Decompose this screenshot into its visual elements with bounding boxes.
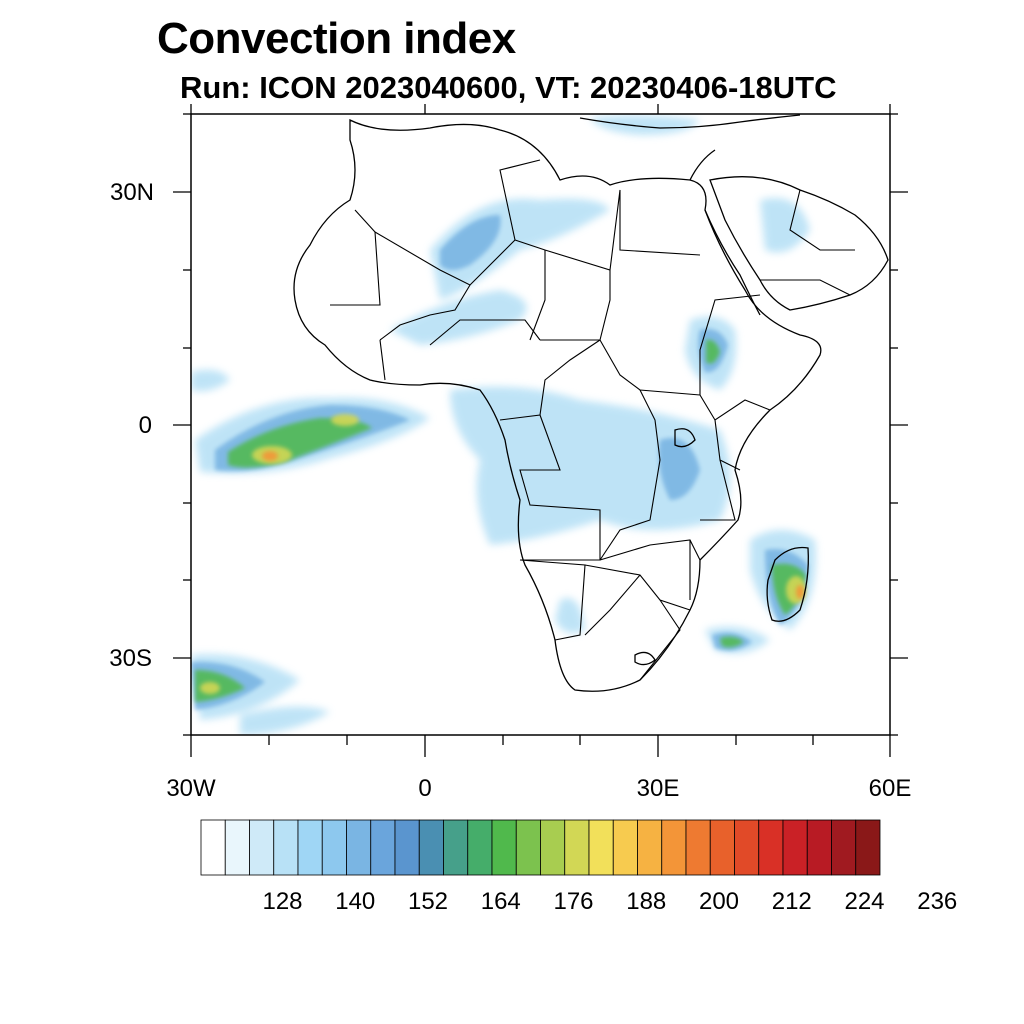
x-tick-label-60e: 60E [868,775,912,802]
chart-title: Convection index [157,14,516,63]
colorbar-label: 128 [262,888,303,915]
x-tick-label-30e: 30E [636,775,680,802]
y-tick-label-30s: 30S [109,645,152,672]
colorbar-swatch [297,819,323,876]
x-tick-label-0: 0 [418,775,432,802]
colorbar-label: 224 [844,888,885,915]
colorbar-swatch [321,819,347,876]
hot-madagascar-orange [796,585,804,599]
field-south-indian-green [720,636,744,648]
colorbar-swatch [758,819,784,876]
field-north-west [191,369,230,392]
colorbar-label: 140 [335,888,376,915]
arabia-coastline [709,176,889,311]
chart-subtitle: Run: ICON 2023040600, VT: 20230406-18UTC [180,70,837,105]
colorbar-swatch [709,819,735,876]
y-tick-label-30n: 30N [109,179,154,206]
colorbar-swatch [200,819,226,876]
colorbar-swatch [734,819,760,876]
colorbar-swatch [491,819,517,876]
lake-victoria [674,428,696,448]
lesotho [634,651,656,666]
colorbar-swatch [588,819,614,876]
hot-south-atlantic-yellow [200,682,220,694]
red-sea [704,209,761,316]
colorbar-label: 188 [626,888,667,915]
colorbar-swatch [782,819,808,876]
colorbar-label: 236 [917,888,958,915]
colorbar [200,819,881,876]
field-south-atlantic-green [195,670,245,702]
colorbar-swatch [806,819,832,876]
colorbar-swatch [685,819,711,876]
colorbar-label: 200 [698,888,740,915]
colorbar-label: 164 [480,888,521,915]
hot-atlantic-orange [262,451,278,461]
convection-field [191,115,816,735]
madagascar-coastline [766,546,809,622]
field-east-africa-core [658,438,700,500]
hot-atlantic-yellow-2 [331,414,359,426]
colorbar-swatch [346,819,372,876]
colorbar-swatch [540,819,566,876]
colorbar-swatch [418,819,444,876]
colorbar-swatch [612,819,638,876]
colorbar-swatch [831,819,857,876]
axis-ticks [173,104,908,757]
field-far-south [240,706,330,735]
colorbar-label: 212 [771,888,812,915]
field-namibia [555,598,585,634]
colorbar-swatch [224,819,250,876]
sinai [689,149,716,181]
europe-coast [579,114,801,129]
colorbar-swatch [370,819,396,876]
colorbar-swatch [467,819,493,876]
colorbar-swatch [249,819,275,876]
colorbar-swatch [394,819,420,876]
field-ethiopia-green [706,339,720,364]
africa-coastline [293,118,822,692]
colorbar-swatch [515,819,541,876]
colorbar-label: 152 [407,888,449,915]
colorbar-swatch [855,819,881,876]
colorbar-label: 176 [553,888,594,915]
x-tick-label-30w: 30W [166,775,216,802]
country-borders [330,159,855,681]
colorbar-swatch [661,819,687,876]
field-mediterranean [590,115,700,135]
y-tick-label-0: 0 [138,412,152,439]
field-sahel [390,290,527,345]
field-sahara-core [440,215,501,270]
field-arabia [760,198,810,253]
colorbar-swatch [443,819,469,876]
colorbar-swatch [564,819,590,876]
colorbar-swatch [637,819,663,876]
colorbar-swatch [273,819,299,876]
